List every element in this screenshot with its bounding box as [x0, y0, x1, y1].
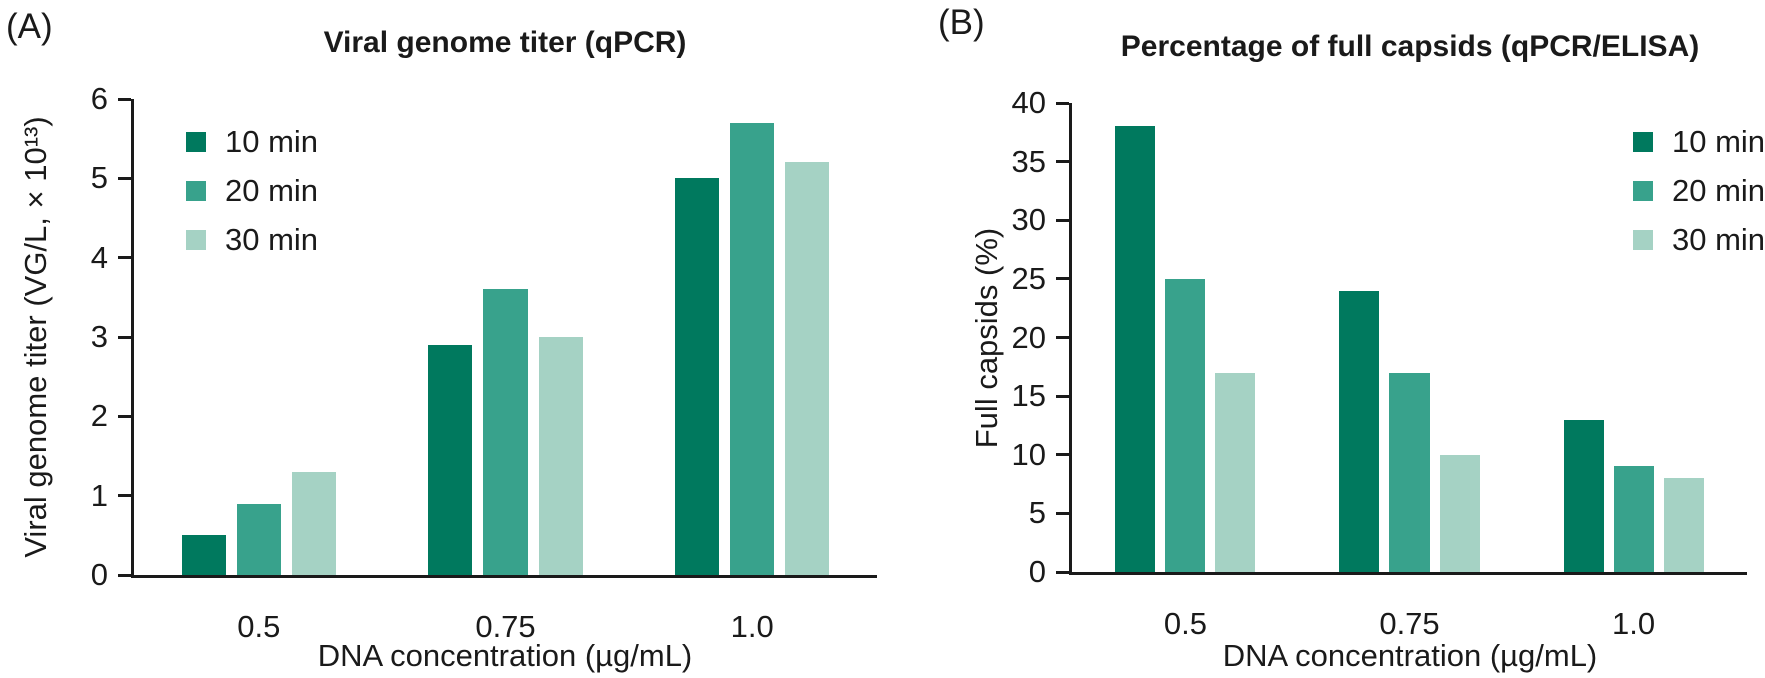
panel-b-x-tick-label: 0.5 [1163, 606, 1207, 641]
legend-label: 30 min [225, 222, 319, 257]
panel-a-y-tick-label: 2 [90, 398, 108, 434]
panel-a-legend-item: 20 min [186, 175, 318, 207]
panel-b-legend-item: 30 min [1633, 224, 1765, 256]
panel-a-y-tick-label: 4 [90, 239, 108, 275]
panel-b-bar-10min-0.75 [1339, 290, 1380, 572]
panel-b-y-tick-label: 5 [1028, 495, 1046, 531]
panel-b-plot-area: 0 5 10 15 20 25 30 35 40 0.5 0.75 1.0 [1012, 85, 1747, 641]
legend-label: 10 min [225, 124, 319, 159]
panel-b-legend-item: 20 min [1633, 175, 1765, 207]
panel-a-y-axis-spine [131, 99, 134, 575]
panel-a-x-tick-label: 0.5 [237, 609, 281, 644]
panel-a-x-tick-label: 1.0 [730, 609, 774, 644]
panel-b-y-tick [1056, 277, 1069, 281]
panel-b-x-axis-label: DNA concentration (µg/mL) [1222, 638, 1598, 673]
panel-b-y-tick [1056, 453, 1069, 457]
panel-b-x-axis-spine [1069, 572, 1747, 575]
legend-label: 20 min [1672, 173, 1765, 208]
panel-b-bar-30min-0.5 [1215, 372, 1256, 572]
panel-b-y-tick [1056, 570, 1069, 574]
panel-b-bar-10min-0.5 [1115, 126, 1156, 572]
panel-b-bar-20min-1.0 [1613, 466, 1654, 572]
panel-a-bar-30min-0.5 [291, 471, 336, 575]
panel-a-y-tick [118, 335, 131, 339]
panel-a-bar-30min-0.75 [538, 337, 583, 575]
legend-label: 30 min [1672, 222, 1765, 257]
panel-b-bar-30min-0.75 [1439, 454, 1480, 572]
panel-b-bar-30min-1.0 [1663, 478, 1704, 572]
panel-a-y-tick-label: 1 [90, 477, 108, 513]
panel-b-legend-item: 10 min [1633, 126, 1765, 158]
legend-swatch [186, 230, 206, 250]
legend-swatch [186, 132, 206, 152]
panel-a-y-tick [118, 176, 131, 180]
panel-b-bar-10min-1.0 [1563, 419, 1604, 572]
panel-b-y-tick-label: 30 [1011, 202, 1046, 238]
panel-a: (A) Viral genome titer (qPCR) Viral geno… [6, 7, 877, 673]
panel-b-y-tick-label: 25 [1011, 260, 1046, 296]
panel-b-y-tick-label: 20 [1011, 319, 1046, 355]
legend-swatch [1633, 181, 1653, 201]
panel-b-y-tick-label: 0 [1028, 554, 1046, 589]
panel-a-y-tick [118, 573, 131, 577]
panel-a-bar-20min-0.5 [236, 503, 281, 575]
panel-a-label: (A) [6, 7, 53, 46]
panel-a-legend-item: 10 min [186, 126, 318, 158]
panel-a-y-tick [118, 97, 131, 101]
panel-b-title: Percentage of full capsids (qPCR/ELISA) [1120, 30, 1700, 63]
legend-swatch [186, 181, 206, 201]
legend-label: 20 min [225, 173, 319, 208]
panel-a-bar-20min-1.0 [730, 122, 775, 575]
panel-b-y-tick [1056, 336, 1069, 339]
legend-label: 10 min [1672, 124, 1765, 159]
panel-a-bar-10min-0.5 [181, 535, 226, 575]
panel-b: (B) Percentage of full capsids (qPCR/ELI… [930, 0, 1765, 678]
legend-swatch [1633, 132, 1653, 152]
panel-a-title: Viral genome titer (qPCR) [323, 26, 687, 59]
panel-b-y-tick [1056, 218, 1069, 222]
panel-a-y-tick-label: 0 [90, 557, 108, 592]
panel-b-x-tick-label: 1.0 [1612, 606, 1656, 641]
panel-b-y-tick-label: 40 [1011, 85, 1046, 120]
panel-a-x-axis-label: DNA concentration (µg/mL) [317, 638, 693, 673]
panel-a-legend-item: 30 min [186, 224, 318, 256]
panel-a-y-tick-label: 6 [90, 81, 108, 116]
panel-b-label: (B) [938, 3, 985, 42]
panel-a-x-axis-spine [131, 575, 877, 578]
panel-b-y-tick [1056, 160, 1069, 164]
panel-a-y-tick [118, 414, 131, 418]
panel-a-y-tick-label: 3 [90, 319, 108, 354]
panel-b-legend: 10 min 20 min 30 min [1633, 126, 1765, 256]
panel-a-bar-10min-0.75 [428, 344, 473, 575]
panel-a-y-tick [118, 256, 131, 260]
panel-a-bar-10min-1.0 [675, 178, 720, 575]
panel-b-x-tick-label: 0.75 [1379, 606, 1440, 641]
panel-a-bar-30min-1.0 [785, 162, 830, 575]
legend-swatch [1633, 230, 1653, 250]
panel-b-y-axis-spine [1069, 103, 1072, 572]
panel-b-y-tick [1056, 101, 1069, 105]
panel-b-y-tick-label: 15 [1011, 378, 1046, 414]
panel-a-x-tick-label: 0.75 [475, 609, 536, 644]
panel-b-y-tick [1056, 511, 1069, 515]
panel-b-bar-20min-0.5 [1165, 278, 1206, 572]
panel-b-y-tick [1056, 394, 1069, 398]
panel-b-bar-20min-0.75 [1389, 372, 1430, 572]
panel-a-plot-area: 0 1 2 3 4 5 6 0.5 0.75 1.0 [91, 81, 877, 644]
panel-b-y-tick-label: 10 [1011, 436, 1046, 472]
panel-b-y-tick-label: 35 [1011, 143, 1046, 179]
panel-a-bar-20min-0.75 [483, 289, 528, 575]
panel-a-y-tick [118, 494, 131, 498]
panel-a-legend: 10 min 20 min 30 min [186, 126, 318, 256]
panel-a-y-tick-label: 5 [90, 160, 108, 196]
